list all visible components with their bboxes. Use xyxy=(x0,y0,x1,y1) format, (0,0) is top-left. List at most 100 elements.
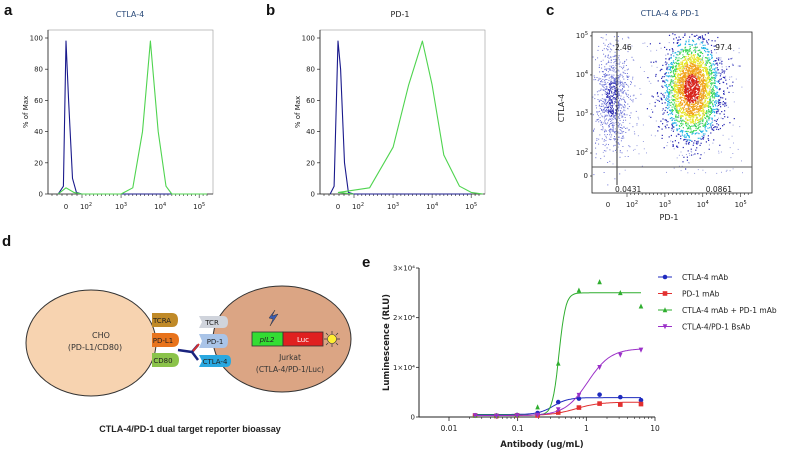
event-dot xyxy=(685,75,687,77)
event-dot xyxy=(609,90,610,92)
event-dot xyxy=(668,127,670,129)
event-dot xyxy=(615,105,617,107)
quadrant-lr: 0.0861 xyxy=(706,185,732,194)
event-dot xyxy=(610,116,612,118)
event-dot xyxy=(606,93,608,95)
event-dot xyxy=(692,63,694,65)
event-dot xyxy=(673,72,675,74)
event-dot xyxy=(689,110,692,112)
event-dot xyxy=(609,89,611,91)
event-dot xyxy=(613,138,615,140)
event-dot xyxy=(672,33,674,35)
event-dot xyxy=(679,125,681,128)
event-dot xyxy=(682,67,684,70)
event-dot xyxy=(598,66,600,68)
event-dot xyxy=(679,79,681,81)
event-dot xyxy=(677,128,679,130)
panel-c-title: CTLA-4 & PD-1 xyxy=(640,9,700,18)
event-dot xyxy=(701,36,704,38)
event-dot xyxy=(702,112,704,114)
event-dot xyxy=(702,107,704,110)
event-dot xyxy=(608,89,610,91)
event-dot xyxy=(709,98,711,100)
event-dot xyxy=(693,109,696,111)
event-dot xyxy=(691,91,693,93)
event-dot xyxy=(602,49,604,51)
event-dot xyxy=(705,122,707,124)
event-dot xyxy=(676,86,678,88)
event-dot xyxy=(705,62,707,64)
event-dot xyxy=(624,110,626,112)
event-dot xyxy=(691,65,693,67)
event-dot xyxy=(694,88,696,90)
event-dot xyxy=(609,98,611,100)
event-dot xyxy=(711,63,713,65)
event-dot xyxy=(607,96,609,98)
event-dot xyxy=(677,95,679,97)
event-dot xyxy=(685,113,687,115)
event-dot xyxy=(702,63,704,65)
event-dot xyxy=(611,115,613,117)
event-dot xyxy=(701,120,703,122)
event-dot xyxy=(597,49,599,51)
event-dot xyxy=(688,94,690,96)
event-dot xyxy=(677,76,679,78)
event-dot xyxy=(684,85,686,87)
event-dot xyxy=(667,100,670,102)
event-dot xyxy=(715,108,717,110)
event-dot xyxy=(693,75,695,77)
event-dot xyxy=(650,50,652,52)
event-dot xyxy=(686,130,688,132)
event-dot xyxy=(706,40,708,42)
event-dot xyxy=(679,131,681,133)
event-dot xyxy=(693,116,695,118)
event-dot xyxy=(692,104,694,106)
event-dot xyxy=(708,119,710,121)
x-tick-label: 0.01 xyxy=(441,424,458,433)
event-dot xyxy=(697,59,699,61)
event-dot xyxy=(691,100,694,102)
event-dot xyxy=(632,78,634,80)
event-dot xyxy=(612,128,614,130)
event-dot xyxy=(610,57,612,59)
event-dot xyxy=(674,94,676,96)
event-dot xyxy=(629,115,631,116)
event-dot xyxy=(619,90,621,92)
event-dot xyxy=(706,73,708,75)
event-dot xyxy=(620,140,622,142)
y-tick-label: 100 xyxy=(30,35,43,43)
event-dot xyxy=(663,96,665,98)
event-dot xyxy=(685,100,687,102)
event-dot xyxy=(711,101,713,103)
event-dot xyxy=(642,42,644,44)
event-dot xyxy=(705,93,707,96)
event-dot xyxy=(609,96,611,98)
event-dot xyxy=(695,127,697,129)
event-dot xyxy=(721,66,723,68)
event-dot xyxy=(681,154,683,156)
event-dot xyxy=(686,62,688,64)
event-dot xyxy=(676,116,678,118)
event-dot xyxy=(706,123,708,125)
event-dot xyxy=(619,119,621,121)
event-dot xyxy=(673,84,676,86)
event-dot xyxy=(672,126,674,128)
event-dot xyxy=(679,107,682,109)
event-dot xyxy=(699,91,701,93)
event-dot xyxy=(658,126,660,128)
event-dot xyxy=(677,146,679,148)
event-dot xyxy=(685,72,687,74)
event-dot xyxy=(665,72,667,74)
event-dot xyxy=(698,73,700,75)
event-dot xyxy=(623,91,625,92)
event-dot xyxy=(671,112,673,114)
event-dot xyxy=(694,140,696,142)
event-dot xyxy=(719,113,721,115)
event-dot xyxy=(661,99,663,101)
event-dot xyxy=(699,70,701,72)
event-dot xyxy=(628,129,630,131)
event-dot xyxy=(681,125,683,127)
event-dot xyxy=(684,47,686,49)
event-dot xyxy=(673,122,676,124)
event-dot xyxy=(688,79,690,81)
